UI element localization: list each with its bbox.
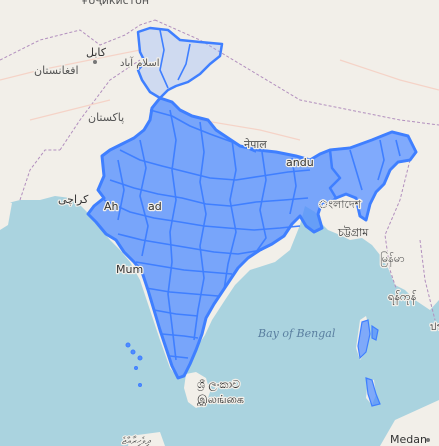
label-bottom-cut: ދިވެހިރާއްޖެ [122, 436, 151, 446]
label-bay-of-bengal: Bay of Bengal [257, 327, 336, 340]
border-thai [419, 239, 436, 321]
label-afghanistan: افغانستان [34, 64, 79, 77]
lakshadweep-island [137, 355, 143, 361]
label-islamabad: اسلام آباد [120, 56, 160, 69]
label-sri-lanka-sinhala: ශ්‍රී ලංකාව [197, 378, 240, 392]
nicobar-overlay [365, 377, 381, 407]
district-line [119, 149, 311, 181]
label-sri-lanka-tamil: இலங்கை [197, 393, 244, 406]
andaman-overlay [357, 319, 371, 360]
district-line [349, 139, 401, 191]
island-markers [125, 319, 381, 407]
road-4 [339, 59, 439, 91]
basemap-roads [0, 49, 439, 141]
label-ahmedabad: Ah [104, 200, 119, 213]
district-line [139, 139, 149, 257]
district-line [167, 109, 177, 361]
road-3 [199, 119, 301, 141]
label-karachi: کراچی [58, 193, 89, 206]
district-line [145, 287, 219, 297]
label-right-cut: ปร [430, 322, 439, 333]
overlay-district-lines [103, 29, 401, 361]
border-tibet [154, 19, 439, 126]
lakshadweep-island [130, 349, 136, 355]
label-kabul: کابل [86, 46, 107, 59]
district-line [169, 355, 189, 359]
label-mumbai: Mum [116, 263, 143, 276]
arabia-edge [0, 200, 12, 230]
district-line [255, 151, 267, 253]
border-pak-iran [19, 149, 60, 201]
label-bangladesh: ংলাদেশ [318, 198, 362, 211]
road-2 [29, 99, 111, 121]
district-line [117, 159, 125, 221]
india-districts-overlay[interactable] [86, 26, 418, 380]
sumatra-edge [380, 400, 439, 446]
label-yangon: ရန်ကုန် [388, 290, 416, 305]
district-line [223, 139, 237, 291]
city-dot [93, 60, 97, 64]
district-line [161, 333, 199, 339]
lakshadweep-island [125, 342, 131, 348]
andaman-overlay-2 [371, 324, 379, 341]
label-top-cut: ғоҷикистон [82, 0, 149, 7]
label-chittagong: চট্টগ্রাম [337, 226, 369, 239]
border-af-pak [59, 59, 141, 151]
label-nepal: नेपाल [244, 138, 267, 151]
basemap-borders [0, 19, 439, 321]
overlay-kashmir[interactable] [136, 26, 224, 100]
road-1 [0, 49, 141, 81]
district-line [117, 233, 263, 255]
district-line [193, 121, 207, 341]
district-line [159, 29, 191, 89]
district-line [149, 109, 257, 153]
maldives-edge [128, 432, 165, 446]
label-myanmar: မြန်မာ [380, 251, 405, 267]
city-dot [426, 438, 430, 442]
district-line [153, 309, 199, 317]
lakshadweep-island [138, 383, 142, 387]
district-line [135, 261, 233, 275]
sri-lanka [184, 372, 210, 408]
label-kathmandu: andu [286, 156, 314, 169]
label-pakistan: پاکستان [88, 111, 124, 124]
lakshadweep-island [134, 366, 138, 370]
district-line [289, 157, 297, 215]
label-medan: Medan [390, 433, 427, 446]
border-afghanistan [0, 19, 156, 61]
place-labels: ғоҷикистон کابل اسلام آباد افغانستان پاک… [33, 0, 439, 446]
border-myanmar [384, 159, 411, 301]
label-ahmedabad-2: ad [148, 200, 162, 213]
